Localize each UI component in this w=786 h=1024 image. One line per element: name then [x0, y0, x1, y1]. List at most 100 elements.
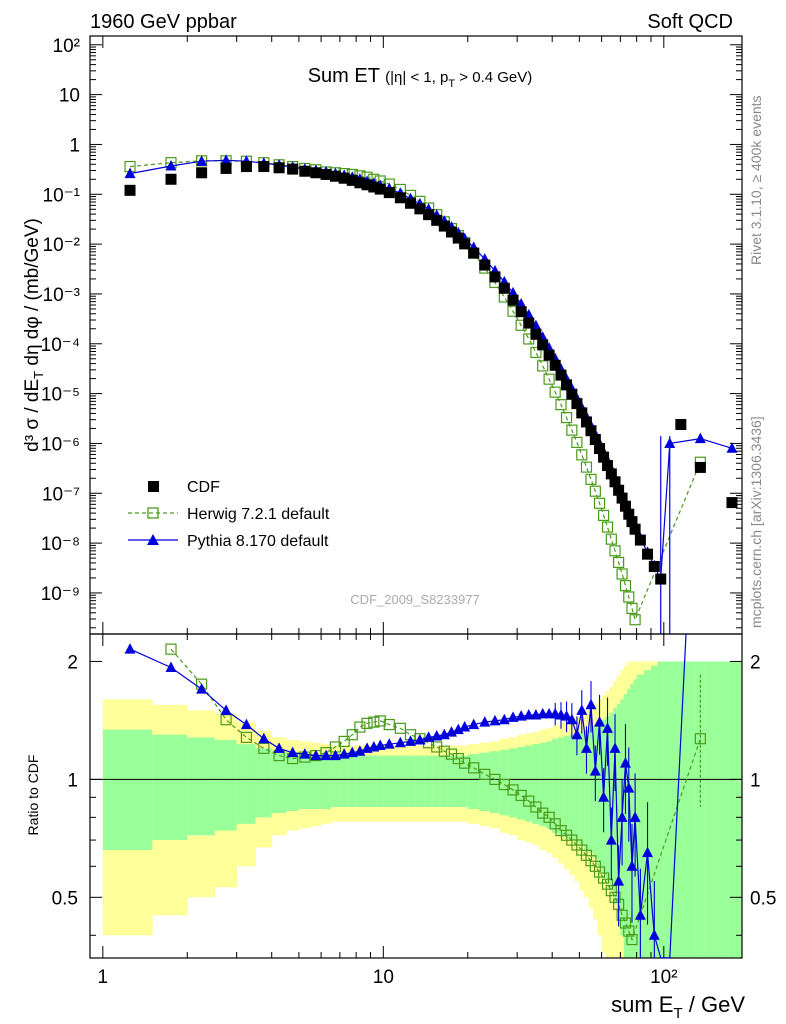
ratio-band-inner	[579, 732, 585, 845]
cdf-main-point	[561, 379, 573, 391]
ratio-band-inner	[636, 674, 645, 958]
cdf-main-point	[329, 170, 341, 182]
cdf-main-point	[354, 177, 366, 189]
herwig-ratio-point	[354, 721, 366, 733]
x-axis-label-main: sum E	[611, 992, 673, 1017]
ratio-band-inner	[461, 755, 469, 808]
ratio-band-inner	[525, 745, 533, 822]
herwig-main-point	[616, 568, 628, 580]
main-y-tick-label: 10	[59, 86, 80, 107]
ratio-band-inner	[187, 737, 215, 836]
cdf-main-point	[537, 339, 549, 351]
herwig-ratio-line	[170, 648, 701, 942]
cdf-main-point	[523, 317, 535, 329]
ratio-band-inner	[394, 755, 407, 808]
ratio-y-tick-label: 0.5	[52, 888, 78, 909]
pythia-ratio-point	[623, 782, 635, 793]
ratio-band-inner	[569, 734, 575, 841]
pythia-main-point	[694, 432, 706, 444]
pythia-ratio-point	[589, 765, 601, 776]
legend-pythia-label: Pythia 8.170 default	[187, 533, 329, 550]
chart-title-sub: (|η| < 1, p	[385, 69, 448, 86]
cdf-main-point	[530, 328, 542, 340]
ratio-band-inner	[286, 752, 300, 812]
herwig-ratio-point	[374, 715, 386, 727]
herwig-main-point	[560, 412, 573, 424]
legend-cdf-label: CDF	[187, 479, 220, 496]
pythia-ratio-point	[576, 704, 588, 715]
ratio-band-inner	[609, 712, 614, 891]
ratio-band-inner	[686, 661, 697, 958]
ratio-band-inner	[704, 661, 714, 958]
herwig-ratio-point	[626, 933, 638, 946]
main-y-tick-label: 10²	[53, 36, 80, 57]
pythia-ratio-point	[598, 791, 610, 802]
ratio-band-inner	[539, 742, 547, 827]
ratio-band-inner	[356, 755, 365, 808]
ratio-band-inner	[454, 755, 463, 808]
cdf-main-point	[642, 548, 654, 560]
pythia-ratio-point	[240, 718, 252, 730]
ratio-band-inner	[432, 755, 442, 808]
herwig-ratio-point	[361, 717, 373, 729]
pythia-ratio-point	[423, 731, 435, 742]
main-y-tick-label: 10⁻⁷	[42, 484, 80, 505]
herwig-ratio-point	[609, 891, 621, 903]
ratio-band-inner	[499, 749, 510, 816]
pythia-ratio-point	[196, 683, 208, 694]
ratio-band-inner	[563, 736, 570, 838]
pythia-ratio-point	[459, 721, 471, 732]
herwig-ratio-point	[694, 733, 706, 745]
pythia-ratio-point	[299, 748, 311, 759]
chart-title-index: T	[448, 78, 455, 90]
herwig-main-point	[605, 533, 617, 545]
main-y-tick-label: 1	[69, 135, 80, 156]
herwig-ratio-point	[593, 866, 606, 878]
cdf-main-point	[165, 173, 177, 185]
pythia-ratio-point	[634, 909, 646, 920]
ratio-band-inner	[405, 755, 416, 808]
cdf-main-point	[438, 220, 450, 232]
x-axis-label-index: T	[673, 1005, 682, 1022]
main-y-tick-label: 10⁻⁸	[41, 534, 80, 555]
cdf-main-point	[124, 184, 136, 196]
herwig-main-point	[601, 521, 614, 533]
herwig-ratio-point	[598, 872, 610, 884]
main-y-tick-label: 10⁻⁵	[41, 385, 80, 406]
herwig-main-point	[629, 614, 641, 626]
cdf-main-point	[196, 167, 208, 179]
legend-cdf-marker	[148, 481, 159, 492]
herwig-main-point	[593, 497, 606, 509]
pythia-ratio-point	[320, 749, 332, 761]
pythia-ratio-point	[124, 643, 136, 654]
cdf-main-point	[240, 161, 252, 173]
pythia-ratio-point	[489, 714, 501, 726]
ratio-band-inner	[489, 751, 501, 814]
pythia-ratio-point	[220, 704, 232, 715]
cdf-main-point	[368, 181, 380, 193]
pythia-ratio-point	[498, 713, 510, 725]
cdf-main-point	[543, 349, 555, 361]
herwig-main-point	[613, 556, 625, 569]
pythia-ratio-point	[605, 834, 617, 845]
ratio-band-inner	[377, 755, 384, 808]
legend: CDF Herwig 7.2.1 default Pythia 8.170 de…	[128, 479, 330, 550]
ratio-band-inner	[663, 661, 676, 958]
herwig-main-point	[609, 545, 621, 557]
ratio-band-inner	[584, 729, 590, 851]
herwig-ratio-point	[468, 762, 480, 774]
herwig-ratio-point	[368, 716, 380, 728]
herwig-main-point	[543, 373, 555, 385]
herwig-main-point	[623, 591, 635, 603]
pythia-ratio-point	[394, 736, 406, 748]
ratio-band-inner	[152, 734, 188, 841]
pythia-ratio-point	[287, 746, 299, 758]
cdf-main-point	[405, 197, 417, 209]
cdf-main-point	[555, 369, 567, 381]
cdf-main-point	[479, 259, 491, 271]
cdf-main-point	[287, 163, 299, 175]
x-tick-label: 1	[98, 967, 109, 988]
cdf-main-point	[675, 418, 687, 430]
ratio-band-inner	[370, 755, 378, 808]
